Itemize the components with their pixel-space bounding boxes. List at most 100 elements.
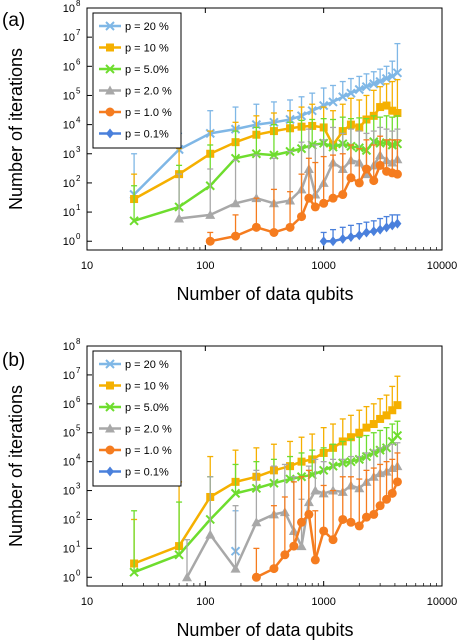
y-tick-label: 10 <box>63 120 75 132</box>
y-tick-exponent: 6 <box>76 395 81 404</box>
y-tick-exponent: 7 <box>76 366 81 375</box>
x-tick-label: 10000 <box>427 596 458 608</box>
series-4 <box>251 452 402 582</box>
data-point <box>319 198 329 208</box>
legend-box <box>92 350 182 487</box>
data-point <box>381 73 392 84</box>
y-tick-exponent: 0 <box>76 568 81 577</box>
y-tick-exponent: 5 <box>76 424 81 433</box>
data-point <box>310 202 320 212</box>
data-point <box>346 173 356 183</box>
y-tick-label: 10 <box>63 178 75 190</box>
series-0 <box>129 42 403 200</box>
data-point <box>376 414 385 423</box>
y-tick-label: 10 <box>63 486 75 498</box>
data-point <box>387 488 397 498</box>
legend-box <box>92 12 182 149</box>
y-tick-label: 10 <box>63 341 75 353</box>
legend-marker <box>106 43 114 52</box>
data-point <box>231 231 241 241</box>
legend-label: p = 10 % <box>125 43 169 55</box>
y-tick-exponent: 0 <box>76 232 81 241</box>
data-point <box>355 428 364 437</box>
legend-marker <box>105 359 115 369</box>
data-point <box>354 178 364 188</box>
data-point <box>375 501 385 511</box>
x-tick-label: 10 <box>81 596 93 608</box>
data-point <box>393 401 402 410</box>
x-tick-label: 100 <box>196 596 214 608</box>
series-3 <box>174 126 403 223</box>
y-tick-label: 10 <box>63 514 75 526</box>
data-point <box>296 541 307 551</box>
data-point <box>319 526 329 536</box>
series-5 <box>319 214 402 247</box>
data-point <box>362 423 371 432</box>
panel-label: (a) <box>2 10 25 31</box>
data-point <box>297 517 307 527</box>
data-point <box>382 222 391 233</box>
legend-marker <box>105 107 115 117</box>
data-point <box>346 433 355 442</box>
data-point <box>310 485 321 495</box>
data-point <box>376 103 385 112</box>
data-point <box>382 411 391 420</box>
data-point <box>393 218 402 229</box>
y-tick-label: 10 <box>63 207 75 219</box>
y-axis-title: Number of iterations <box>6 48 26 210</box>
data-point <box>392 68 403 78</box>
data-point <box>369 226 378 237</box>
data-point <box>361 512 371 522</box>
data-point <box>346 517 356 527</box>
legend-marker <box>105 402 115 412</box>
legend-label: p = 5.0% <box>125 64 169 76</box>
y-tick-label: 10 <box>63 149 75 161</box>
data-point <box>329 236 338 247</box>
y-axis-title: Number of iterations <box>6 385 26 547</box>
data-point <box>205 209 216 219</box>
data-point <box>285 222 295 232</box>
y-tick-label: 10 <box>63 3 75 15</box>
data-point <box>230 153 241 163</box>
series-layer <box>129 42 403 247</box>
legend-label: p = 20 % <box>125 21 169 33</box>
y-tick-exponent: 4 <box>76 453 81 462</box>
x-tick-label: 100 <box>196 260 214 272</box>
data-point <box>346 88 356 98</box>
data-point <box>361 164 371 174</box>
legend-label: p = 2.0 % <box>125 424 172 436</box>
data-point <box>310 555 320 565</box>
legend-label: p = 1.0 % <box>125 445 172 457</box>
y-tick-label: 10 <box>63 61 75 73</box>
y-tick-label: 10 <box>63 543 75 555</box>
y-tick-exponent: 8 <box>76 337 81 346</box>
plot-frame <box>86 345 443 587</box>
y-tick-label: 10 <box>63 370 75 382</box>
data-point <box>230 563 241 573</box>
legend-marker <box>105 445 115 455</box>
legend-label: p = 10 % <box>125 381 169 393</box>
data-point <box>230 198 241 208</box>
legend: p = 20 % p = 10 % p = 5.0% p = 2.0 % p = 1.0… <box>92 350 182 487</box>
chart-panel-a: (a) Number of data qubits Number of iterat… <box>2 0 457 304</box>
y-tick-exponent: 6 <box>76 57 81 66</box>
data-point <box>354 521 364 531</box>
data-point <box>251 517 262 527</box>
data-point <box>375 160 385 170</box>
data-point <box>182 572 193 582</box>
data-point <box>304 193 314 203</box>
data-point <box>174 213 185 223</box>
data-point <box>392 477 402 487</box>
legend: p = 20 % p = 10 % p = 5.0% p = 2.0 % p = 1.0… <box>92 12 182 149</box>
y-tick-exponent: 2 <box>76 510 81 519</box>
data-point <box>251 222 261 232</box>
data-point <box>382 494 392 504</box>
x-axis-title: Number of data qubits <box>176 620 353 640</box>
legend-marker <box>105 64 115 74</box>
x-tick-label: 1000 <box>311 260 335 272</box>
legend-label: p = 0.1% <box>125 467 169 479</box>
x-axis-title: Number of data qubits <box>176 284 353 304</box>
legend-label: p = 20 % <box>125 359 169 371</box>
y-tick-label: 10 <box>63 428 75 440</box>
x-tick-label: 10 <box>81 260 93 272</box>
